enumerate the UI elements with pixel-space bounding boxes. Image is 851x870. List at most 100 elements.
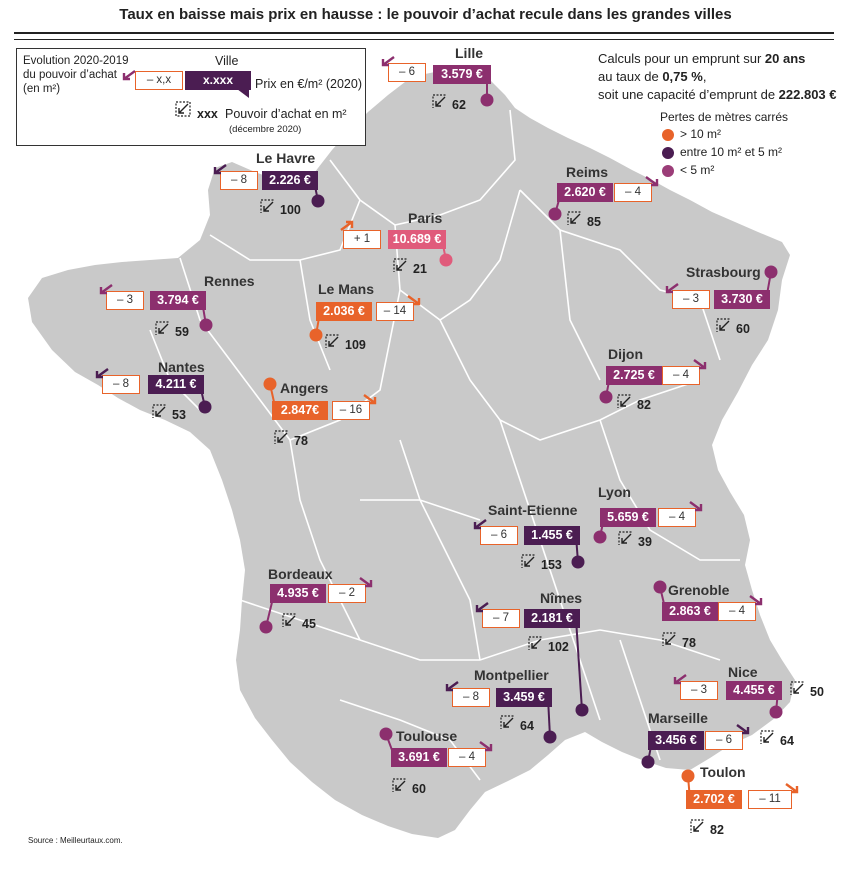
city-name-toulon: Toulon: [700, 764, 746, 780]
city-price-le-mans: 2.036 €: [316, 302, 372, 321]
category-label-1: entre 10 m² et 5 m²: [680, 145, 783, 159]
source-note: Source : Meilleurtaux.com.: [28, 836, 123, 845]
city-name-reims: Reims: [566, 164, 609, 180]
city-m2-nimes: 102: [548, 640, 569, 654]
evolution-arrow-icon: [785, 783, 799, 794]
city-m2-marseille: 64: [780, 734, 794, 748]
city-dot-nimes: [575, 703, 589, 717]
city-dot-grenoble: [653, 580, 667, 594]
city-price-grenoble: 2.863 €: [662, 602, 718, 621]
surface-icon: [175, 101, 191, 117]
city-evolution-montpellier: – 8: [452, 688, 490, 707]
city-m2-le-havre: 100: [280, 203, 301, 217]
city-dot-marseille: [641, 755, 655, 769]
evolution-arrow-icon: [363, 394, 377, 405]
city-name-lyon: Lyon: [598, 484, 631, 500]
city-dot-lyon: [593, 530, 607, 544]
city-dot-le-mans: [309, 328, 323, 342]
city-evolution-marseille: – 6: [705, 731, 743, 750]
arrow-icon: [122, 70, 136, 81]
evolution-arrow-icon: [736, 724, 750, 735]
city-evolution-toulouse: – 4: [448, 748, 486, 767]
city-dot-lille: [480, 93, 494, 107]
city-price-rennes: 3.794 €: [150, 291, 206, 310]
city-name-nice: Nice: [728, 664, 758, 680]
evolution-arrow-icon: [213, 164, 227, 175]
city-dot-saint-etienne: [571, 555, 585, 569]
city-m2-nice: 50: [810, 685, 824, 699]
page-title: Taux en baisse mais prix en hausse : le …: [119, 6, 732, 23]
legend-m2-label: Pouvoir d’achat en m²: [225, 107, 347, 121]
category-label-2: < 5 m²: [680, 163, 715, 177]
evolution-arrow-icon: [673, 674, 687, 685]
city-evolution-saint-etienne: – 6: [480, 526, 518, 545]
city-evolution-grenoble: – 4: [718, 602, 756, 621]
france-outline: [28, 70, 795, 838]
pin-line-nimes: [575, 618, 583, 711]
loan-info-line-2: au taux de 0,75 %,: [598, 69, 707, 84]
city-name-nimes: Nîmes: [540, 590, 583, 606]
city-dot-le-havre: [311, 194, 325, 208]
surface-icon: [500, 715, 514, 729]
city-m2-saint-etienne: 153: [541, 558, 562, 572]
city-price-nimes: 2.181 €: [524, 609, 580, 628]
city-price-toulon: 2.702 €: [686, 790, 742, 809]
city-evolution-le-mans: – 14: [376, 302, 414, 321]
legend-evolution-label-2: du pouvoir d’achat: [23, 69, 117, 81]
surface-icon: [392, 778, 406, 792]
city-name-lille: Lille: [455, 45, 484, 61]
city-name-dijon: Dijon: [608, 346, 643, 362]
city-evolution-le-havre: – 8: [220, 171, 258, 190]
legend-ville-label: Ville: [215, 54, 239, 68]
legend-evolution-label-3: (en m²): [23, 83, 61, 95]
city-price-dijon: 2.725 €: [606, 366, 662, 385]
evolution-arrow-icon: [689, 501, 703, 512]
city-evolution-nimes: – 7: [482, 609, 520, 628]
city-evolution-strasbourg: – 3: [672, 290, 710, 309]
surface-icon: [260, 199, 274, 213]
city-evolution-nantes: – 8: [102, 375, 140, 394]
city-dot-dijon: [599, 390, 613, 404]
city-dot-strasbourg: [764, 265, 778, 279]
city-price-marseille: 3.456 €: [648, 731, 704, 750]
pin-lines: [198, 75, 783, 801]
price-pointer: [237, 89, 249, 98]
evolution-arrow-icon: [479, 741, 493, 752]
city-name-marseille: Marseille: [648, 710, 708, 726]
city-m2-le-mans: 109: [345, 338, 366, 352]
surface-icon: [325, 334, 339, 348]
city-evolution-bordeaux: – 2: [328, 584, 366, 603]
surface-icon: [528, 636, 542, 650]
surface-icon: [155, 321, 169, 335]
legend-evolution-label-1: Evolution 2020-2019: [23, 55, 129, 67]
city-dot-paris: [439, 253, 453, 267]
city-m2-strasbourg: 60: [736, 322, 750, 336]
category-dot-2: [662, 165, 674, 177]
surface-icon: [152, 404, 166, 418]
city-evolution-toulon: – 11: [748, 790, 792, 809]
category-dot-1: [662, 147, 674, 159]
city-name-rennes: Rennes: [204, 273, 255, 289]
surface-icon: [662, 632, 676, 646]
city-m2-reims: 85: [587, 215, 601, 229]
city-m2-bordeaux: 45: [302, 617, 316, 631]
evolution-arrow-icon: [359, 577, 373, 588]
city-m2-lille: 62: [452, 98, 466, 112]
city-evolution-angers: – 16: [332, 401, 370, 420]
city-evolution-lyon: – 4: [658, 508, 696, 527]
city-dot-bordeaux: [259, 620, 273, 634]
evolution-arrow-icon: [445, 681, 459, 692]
legend-m2-date: (décembre 2020): [229, 124, 302, 135]
city-dot-montpellier: [543, 730, 557, 744]
city-dot-reims: [548, 207, 562, 221]
city-name-paris: Paris: [408, 210, 443, 226]
city-dot-toulouse: [379, 727, 393, 741]
city-name-angers: Angers: [280, 380, 329, 396]
city-m2-toulon: 82: [710, 823, 724, 837]
city-name-strasbourg: Strasbourg: [686, 264, 761, 280]
surface-icon: [521, 554, 535, 568]
evolution-arrow-icon: [381, 56, 395, 67]
evolution-arrow-icon: [99, 284, 113, 295]
category-dot-0: [662, 129, 674, 141]
legend-box: Evolution 2020-2019 du pouvoir d’achat (…: [16, 48, 366, 146]
